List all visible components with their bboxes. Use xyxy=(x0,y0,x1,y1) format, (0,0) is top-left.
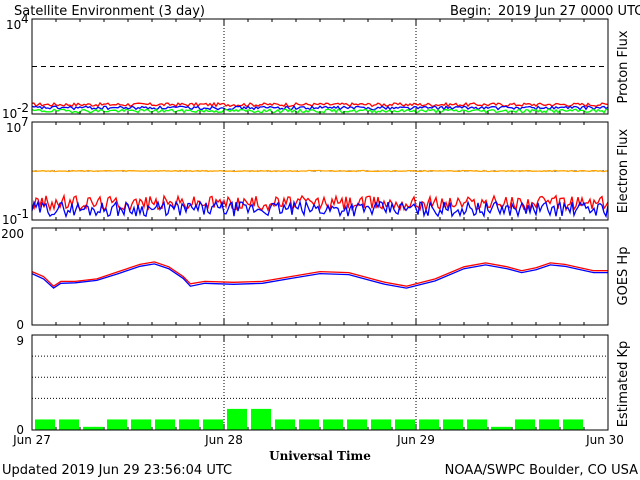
x-tick-label-jun-30: Jun 30 xyxy=(585,433,624,447)
series-blue-line xyxy=(31,263,608,289)
x-tick-label-jun-28: Jun 28 xyxy=(204,433,243,447)
panel-frame xyxy=(31,227,609,326)
y-axis-label-goes_hp: GOES Hp xyxy=(616,247,631,306)
kp-bar xyxy=(179,419,199,430)
y-axis-label-kp: Estimated Kp xyxy=(616,341,631,428)
updated-timestamp: Updated 2019 Jun 29 23:56:04 UTC xyxy=(2,463,232,478)
kp-bar xyxy=(563,419,583,430)
kp-bar xyxy=(227,408,247,430)
kp-bar xyxy=(59,419,79,430)
kp-bar xyxy=(107,419,127,430)
series-blue-line xyxy=(31,105,609,111)
kp-bar xyxy=(515,419,535,430)
y-tick-label-top: 10 xyxy=(6,121,21,135)
y-axis-label-proton: Proton Flux xyxy=(616,30,631,103)
chart-title: Satellite Environment (3 day) xyxy=(14,4,205,19)
begin-value: 2019 Jun 27 0000 UTC xyxy=(498,4,640,19)
panel-goes_hp: 200 0 GOES Hp xyxy=(1,227,631,332)
kp-bar xyxy=(299,419,319,430)
y-tick-exponent-bottom: -2 xyxy=(17,101,29,115)
y-tick-label-top: 200 xyxy=(1,227,24,241)
panel-frame xyxy=(31,334,609,431)
y-tick-label-bottom: 0 xyxy=(16,318,24,332)
y-tick-exponent-bottom: -1 xyxy=(17,207,29,221)
y-tick-label-top: 9 xyxy=(16,334,24,348)
kp-bar xyxy=(323,419,343,430)
x-tick-label-jun-29: Jun 29 xyxy=(396,433,435,447)
y-tick-exponent-top: 7 xyxy=(21,115,29,129)
begin-label: Begin: xyxy=(450,4,491,19)
kp-bar xyxy=(467,419,487,430)
kp-bar xyxy=(443,419,463,430)
series-red-line xyxy=(31,261,608,288)
y-tick-label-top: 10 xyxy=(6,18,21,32)
kp-bar xyxy=(83,426,103,430)
kp-bar xyxy=(203,419,223,430)
series-orange-line xyxy=(32,169,609,173)
kp-bar xyxy=(131,419,151,430)
x-axis-title: Universal Time xyxy=(269,449,371,463)
kp-bar xyxy=(347,419,367,430)
series-red-line xyxy=(32,101,609,108)
kp-bar xyxy=(251,408,271,430)
kp-bar xyxy=(491,426,511,430)
kp-bar xyxy=(395,419,415,430)
kp-bar xyxy=(35,419,55,430)
y-tick-label-bottom: 10 xyxy=(2,107,17,121)
kp-bar xyxy=(155,419,175,430)
y-tick-exponent-top: 4 xyxy=(21,12,29,26)
panel-kp: 9 0 Estimated Kp xyxy=(16,334,631,437)
y-tick-label-bottom: 0 xyxy=(16,423,24,437)
credit-label: NOAA/SWPC Boulder, CO USA xyxy=(445,463,638,478)
series-blue-line xyxy=(31,199,609,219)
kp-bar xyxy=(275,419,295,430)
kp-bar xyxy=(371,419,391,430)
y-tick-label-bottom: 10 xyxy=(2,213,17,227)
kp-bar xyxy=(419,419,439,430)
kp-bar xyxy=(539,419,559,430)
y-axis-label-electron: Electron Flux xyxy=(616,128,631,213)
x-tick-label-jun-27: Jun 27 xyxy=(12,433,51,447)
